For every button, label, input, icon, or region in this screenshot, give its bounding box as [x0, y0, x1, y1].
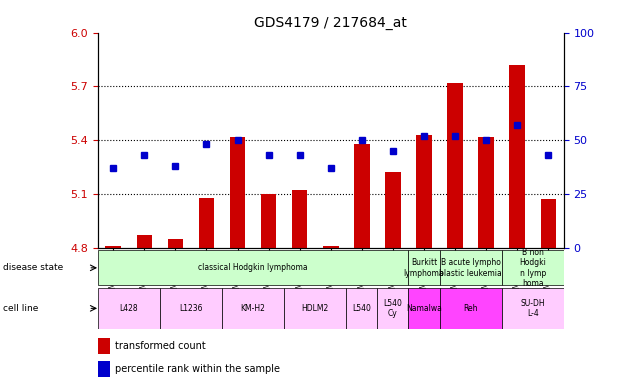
Bar	[284, 288, 346, 329]
Bar	[416, 135, 432, 248]
Bar	[98, 361, 110, 377]
Text: Reh: Reh	[463, 304, 478, 313]
Text: SU-DH
L-4: SU-DH L-4	[520, 299, 545, 318]
Text: cell line: cell line	[3, 304, 38, 313]
Bar	[98, 250, 408, 285]
Bar	[440, 288, 501, 329]
Bar	[501, 288, 564, 329]
Title: GDS4179 / 217684_at: GDS4179 / 217684_at	[255, 16, 407, 30]
Text: transformed count: transformed count	[115, 341, 206, 351]
Bar	[292, 190, 307, 248]
Text: classical Hodgkin lymphoma: classical Hodgkin lymphoma	[198, 263, 308, 272]
Text: Burkitt
lymphoma: Burkitt lymphoma	[404, 258, 444, 278]
Text: L428: L428	[120, 304, 138, 313]
Text: percentile rank within the sample: percentile rank within the sample	[115, 364, 280, 374]
Bar	[541, 199, 556, 248]
Bar	[408, 250, 440, 285]
Bar	[440, 250, 501, 285]
Text: HDLM2: HDLM2	[302, 304, 329, 313]
Bar	[510, 65, 525, 248]
Text: KM-H2: KM-H2	[241, 304, 265, 313]
Bar	[168, 239, 183, 248]
Bar	[160, 288, 222, 329]
Text: B acute lympho
blastic leukemia: B acute lympho blastic leukemia	[439, 258, 502, 278]
Bar	[385, 172, 401, 248]
Text: L540
Cy: L540 Cy	[384, 299, 403, 318]
Bar	[408, 288, 440, 329]
Text: L1236: L1236	[179, 304, 203, 313]
Text: Namalwa: Namalwa	[406, 304, 442, 313]
Bar	[230, 137, 245, 248]
Bar	[478, 137, 494, 248]
Bar	[323, 246, 338, 248]
Bar	[501, 250, 564, 285]
Bar	[222, 288, 284, 329]
Bar	[198, 197, 214, 248]
Bar	[261, 194, 277, 248]
Text: disease state: disease state	[3, 263, 64, 272]
Bar	[354, 144, 370, 248]
Bar	[98, 338, 110, 354]
Bar	[98, 288, 160, 329]
Text: L540: L540	[352, 304, 371, 313]
Bar	[377, 288, 408, 329]
Text: B non
Hodgki
n lymp
homa: B non Hodgki n lymp homa	[519, 248, 546, 288]
Bar	[105, 246, 121, 248]
Bar	[346, 288, 377, 329]
Bar	[447, 83, 463, 248]
Bar	[137, 235, 152, 248]
